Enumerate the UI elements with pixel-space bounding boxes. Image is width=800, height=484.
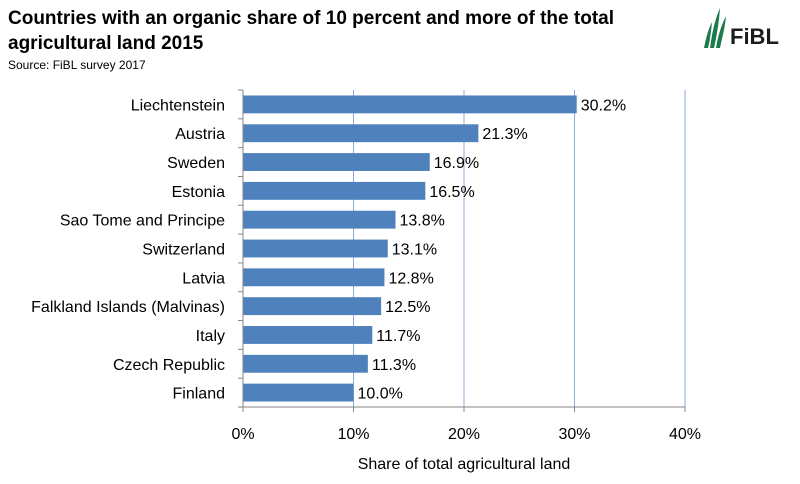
x-tick-label: 20% [448,426,480,443]
bar [243,181,426,200]
bar [243,153,430,171]
category-label: Latvia [182,270,225,287]
value-label: 11.7% [376,328,420,345]
chart-title: Countries with an organic share of 10 pe… [8,8,614,54]
value-label: 16.9% [434,155,479,172]
category-label: Estonia [172,184,225,201]
bar [243,124,479,143]
axes [238,89,686,412]
value-label: 16.5% [429,184,474,201]
value-label: 11.3% [372,357,416,374]
category-label: Czech Republic [113,357,225,374]
category-label: Falkland Islands (Malvinas) [31,299,225,316]
category-label: Sao Tome and Principe [60,213,225,230]
value-label: 13.1% [392,242,437,259]
value-label: 13.8% [399,213,444,230]
x-tick-label: 40% [669,426,701,443]
bar [243,239,388,258]
fibl-logo: FiBL [704,8,779,49]
bar [243,326,373,344]
value-label: 12.5% [385,299,430,316]
value-label: 21.3% [482,126,527,143]
value-label: 30.2% [581,97,626,114]
category-label: Liechtenstein [131,97,225,114]
bar [243,354,368,373]
category-label: Austria [175,126,225,143]
category-label: Switzerland [142,242,225,259]
bar [243,210,396,229]
chart-source: Source: FiBL survey 2017 [8,58,146,72]
bar [243,95,577,114]
category-label: Italy [196,328,225,345]
x-tick-label: 10% [337,426,369,443]
bar [243,297,382,316]
labels: 0% 10% 20% 30% 40% Liechtenstein 30.2% Austria 2… [31,97,701,443]
value-label: 10.0% [358,386,403,403]
bar [243,383,354,402]
x-axis-title: Share of total agricultural land [358,456,571,473]
bars [243,95,577,402]
value-label: 12.8% [388,270,433,287]
bar [243,268,385,287]
grid-lines [353,90,686,407]
category-label: Finland [173,386,225,403]
x-tick-label: 30% [558,426,590,443]
logo-text: FiBL [730,24,779,49]
x-tick-label: 0% [231,426,254,443]
leaf-icon [704,8,726,48]
category-label: Sweden [167,155,225,172]
